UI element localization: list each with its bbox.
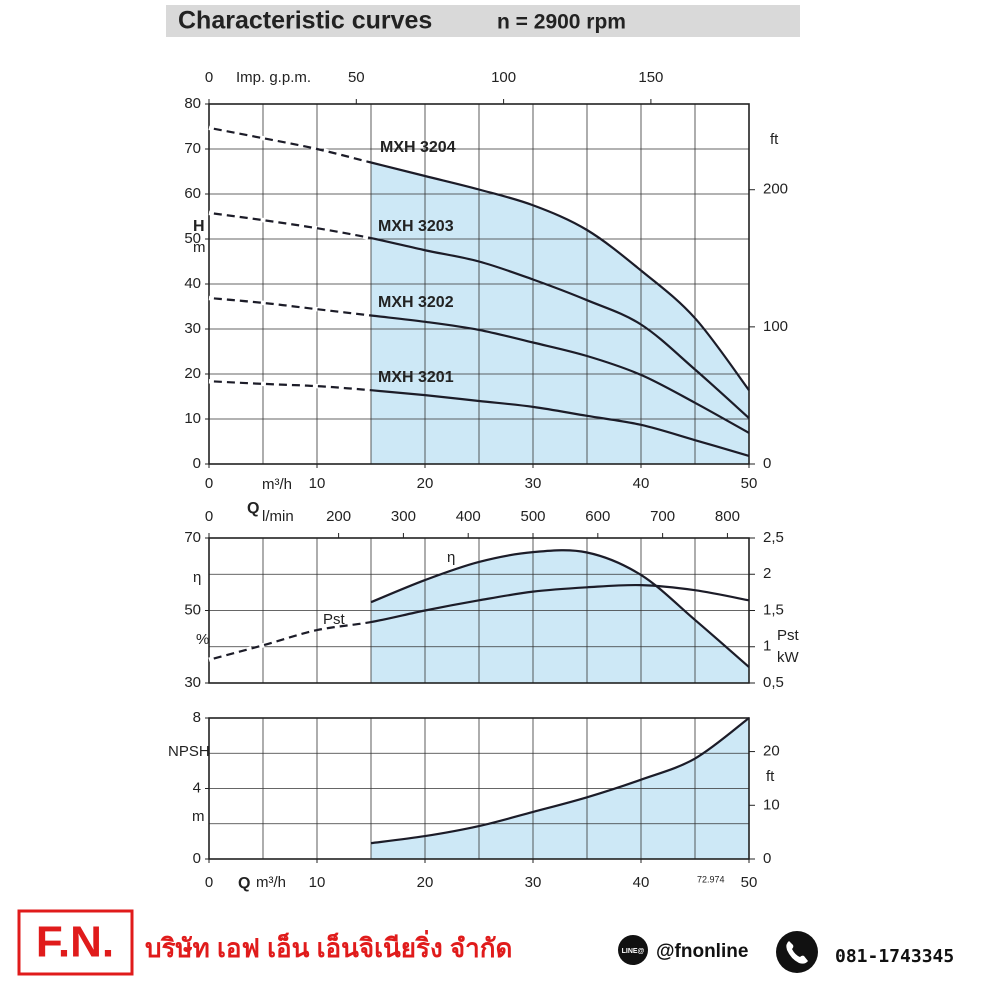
title-bar	[166, 5, 800, 37]
x-unit: m³/h	[262, 476, 292, 493]
y2-tick-label: 1,5	[763, 601, 784, 618]
y-tick-label: 20	[184, 365, 201, 382]
line-id: @fnonline	[656, 941, 748, 962]
x2-tick-label: 800	[715, 508, 740, 525]
x-unit: m³/h	[256, 874, 286, 891]
y2-tick-label: 20	[763, 743, 780, 760]
y-tick-label: 8	[193, 709, 201, 726]
x2-tick-label: 700	[650, 508, 675, 525]
x-tick-label: 40	[633, 874, 650, 891]
x-tick-label: 50	[741, 475, 758, 492]
chart-panel: 0 4 8 0 10 20 0 10 20 30 40 50 NPSH m ft Q m³/h 72.974	[168, 709, 780, 892]
footer: F.N. บริษัท เอฟ เอ็น เอ็นจิเนียริ่ง จำกั…	[17, 909, 954, 976]
y2-unit: kW	[777, 649, 800, 666]
curve-label: η	[447, 549, 455, 566]
note: 72.974	[697, 874, 725, 884]
phone-glyph	[786, 941, 808, 964]
curve	[370, 717, 750, 845]
y2-tick-label: 10	[763, 796, 780, 813]
x2-tick-label: 200	[326, 508, 351, 525]
line-icon	[618, 935, 648, 965]
chart-panel: MXH 3204 MXH 3203 MXH 3202 MXH 3201 0 10 20 30 4…	[184, 69, 788, 493]
x2-label: Imp. g.p.m.	[236, 69, 311, 86]
y-tick-label: 40	[184, 275, 201, 292]
y-tick-label: 60	[184, 185, 201, 202]
y-tick-label: 10	[184, 410, 201, 427]
chart-panel: η Pst 30 50 70 0,5 1 1,5 2 2,5 0 200 300 400 500 600 700…	[184, 500, 799, 691]
y-tick-label: 50	[184, 601, 201, 618]
x-tick-label: 30	[525, 874, 542, 891]
logo-box	[17, 909, 134, 976]
y-tick-label: 30	[184, 320, 201, 337]
x-label: Q	[238, 875, 250, 892]
y2-tick-label: 100	[763, 318, 788, 335]
x-tick-label: 20	[417, 874, 434, 891]
curve-label: MXH 3201	[378, 369, 454, 386]
y2-tick-label: 1	[763, 638, 771, 655]
y-tick-label: 30	[184, 674, 201, 691]
dash-gap	[208, 210, 372, 241]
company-name: บริษัท เอฟ เอ็น เอ็นจิเนียริ่ง จำกัด	[145, 929, 512, 963]
x2-label: l/min	[262, 508, 294, 525]
y-tick-label: 0	[193, 850, 201, 867]
y-unit: m	[193, 239, 206, 256]
dash-gap	[208, 378, 372, 393]
subtitle: n = 2900 rpm	[497, 11, 626, 34]
operating-range	[371, 162, 749, 464]
x2-tick-label: 300	[391, 508, 416, 525]
x-tick-label: 50	[741, 874, 758, 891]
x-tick-label: 10	[309, 475, 326, 492]
logo: F.N.	[36, 918, 114, 967]
y-tick-label: 80	[184, 95, 201, 112]
x2-tick-label: 50	[348, 69, 365, 86]
y2-label: ft	[766, 768, 775, 785]
curve	[370, 549, 750, 668]
curve-label: MXH 3202	[378, 294, 454, 311]
y2-tick-label: 2,5	[763, 529, 784, 546]
x-tick-label: 40	[633, 475, 650, 492]
x-tick-label: 0	[205, 874, 213, 891]
curve-label: MXH 3204	[380, 139, 456, 156]
x2-tick-label: 100	[491, 69, 516, 86]
y2-tick-label: 0	[763, 850, 771, 867]
x-tick-label: 10	[309, 874, 326, 891]
y-tick-label: 4	[193, 779, 201, 796]
y-label: η	[193, 569, 201, 586]
x2-tick-label: 0	[205, 508, 213, 525]
phone-number: 081-1743345	[835, 946, 954, 967]
x-tick-label: 0	[205, 475, 213, 492]
y-tick-label: 50	[184, 230, 201, 247]
y-unit: m	[192, 808, 205, 825]
phone-icon	[776, 931, 818, 973]
curve-label: Pst	[323, 611, 346, 628]
curve-label: MXH 3203	[378, 218, 454, 235]
title: Characteristic curves	[178, 7, 432, 35]
y2-label: ft	[770, 131, 779, 148]
y2-tick-label: 2	[763, 565, 771, 582]
y-label: H	[193, 218, 205, 235]
line-badge: LINE@	[622, 948, 645, 955]
x2-tick-label: 600	[585, 508, 610, 525]
y-tick-label: 0	[193, 455, 201, 472]
operating-range	[371, 550, 749, 683]
y-unit: %	[196, 631, 209, 648]
x2-tick-label: 150	[638, 69, 663, 86]
dash-gap	[208, 125, 372, 165]
y-label: NPSH	[168, 743, 210, 760]
x-label: Q	[247, 500, 259, 517]
x-tick-label: 30	[525, 475, 542, 492]
y2-label: Pst	[777, 627, 800, 644]
x2-tick-label: 400	[456, 508, 481, 525]
curve	[208, 126, 750, 391]
x2-tick-label: 0	[205, 69, 213, 86]
y-tick-label: 70	[184, 529, 201, 546]
y2-tick-label: 0	[763, 455, 771, 472]
y-tick-label: 70	[184, 140, 201, 157]
dash-gap	[208, 295, 372, 318]
x-tick-label: 20	[417, 475, 434, 492]
y2-tick-label: 200	[763, 181, 788, 198]
y2-tick-label: 0,5	[763, 674, 784, 691]
x2-tick-label: 500	[520, 508, 545, 525]
